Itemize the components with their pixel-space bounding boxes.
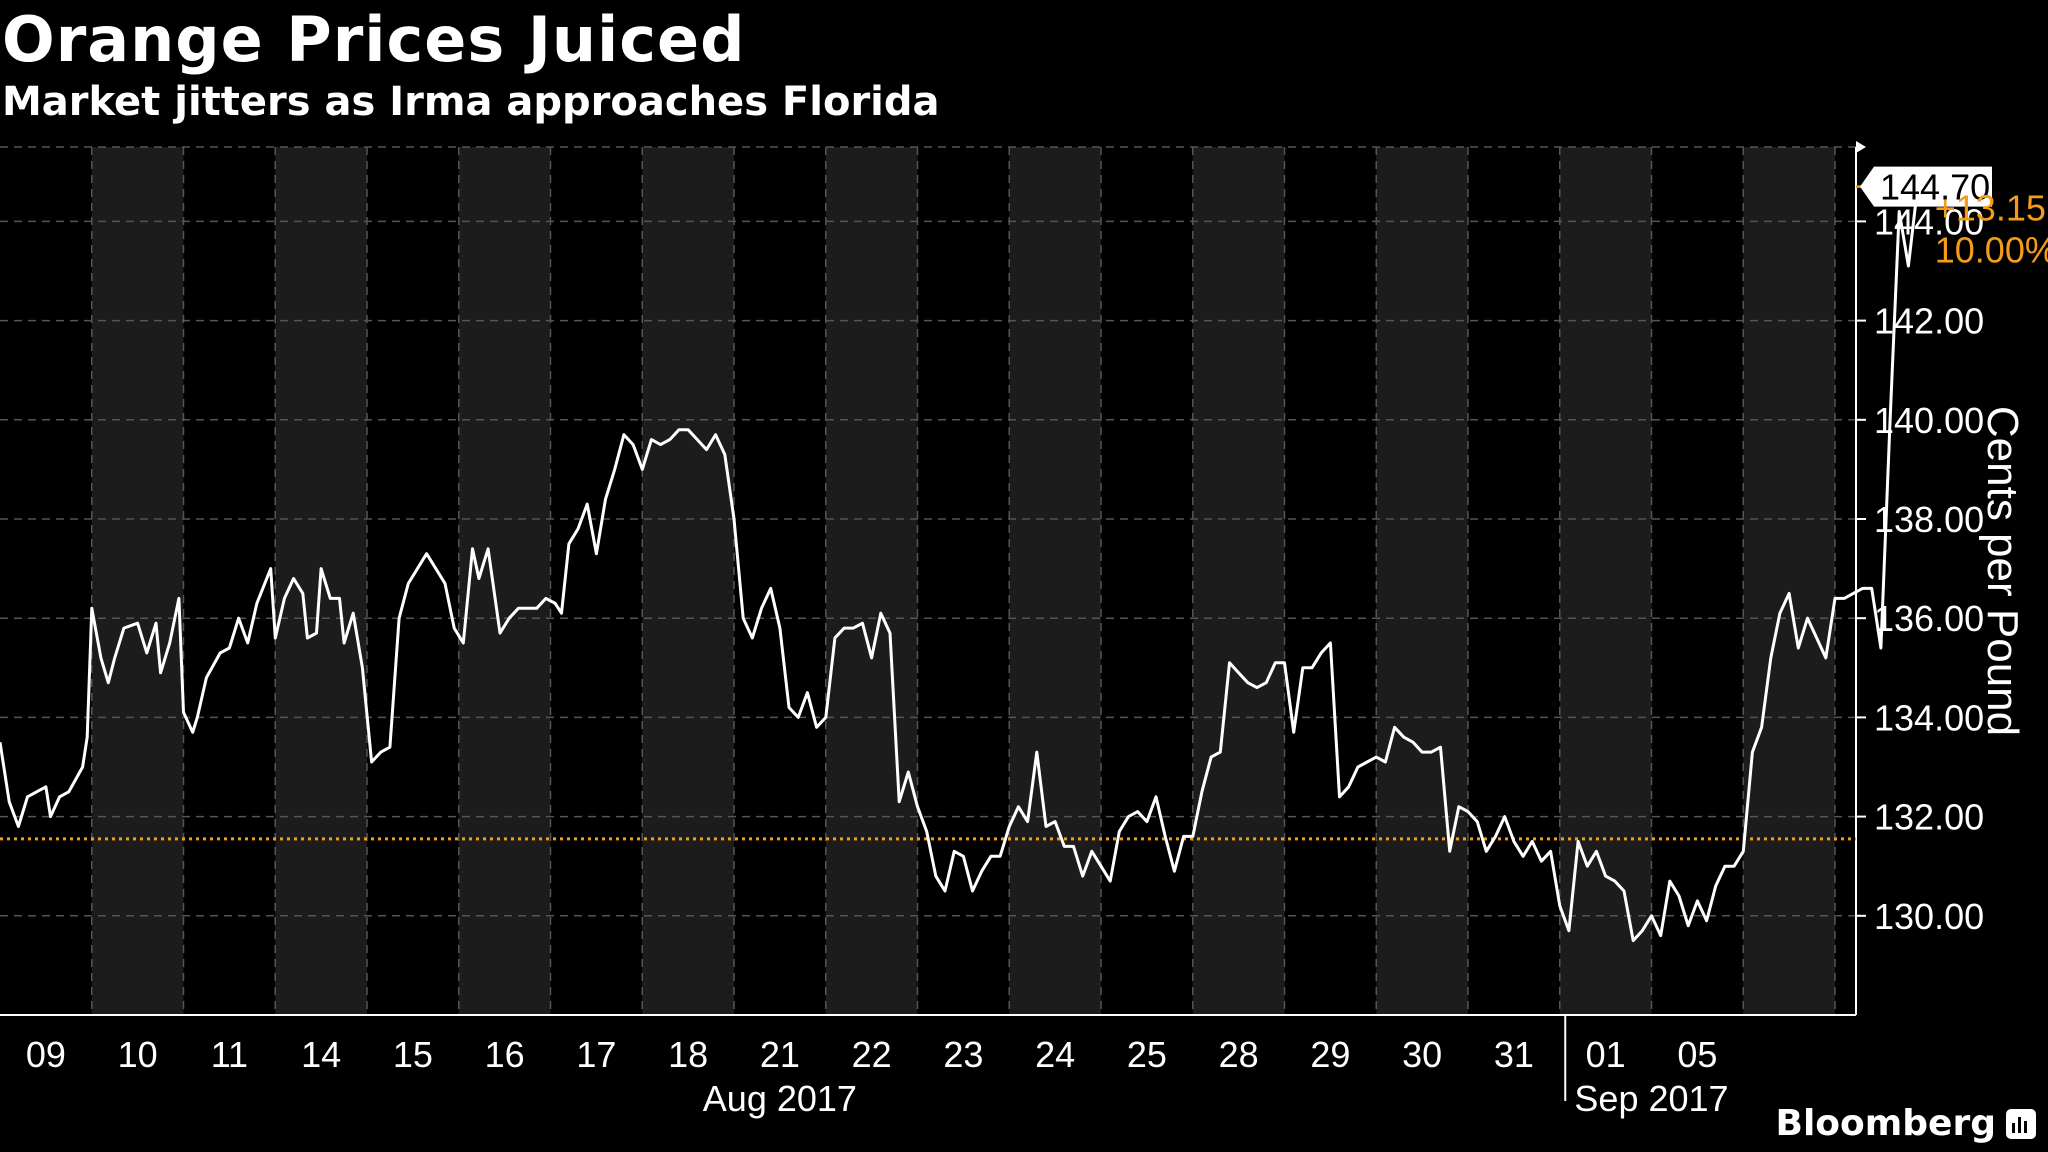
day-band (825, 147, 918, 1015)
x-tick-label: 28 (1219, 1034, 1259, 1075)
y-tick-label: 136.00 (1874, 598, 1984, 639)
month-label-sep: Sep 2017 (1574, 1078, 1728, 1119)
change-pct-label: 10.00% (1935, 230, 2048, 271)
y-tick-label: 132.00 (1874, 797, 1984, 838)
x-tick-label: 16 (485, 1034, 525, 1075)
x-tick-label: 14 (301, 1034, 341, 1075)
x-tick-label: 18 (668, 1034, 708, 1075)
x-tick-label: 31 (1494, 1034, 1534, 1075)
y-tick-label: 144.00 (1874, 201, 1984, 242)
x-tick-label: 22 (852, 1034, 892, 1075)
x-tick-label: 11 (211, 1034, 248, 1075)
x-tick-label: 05 (1677, 1034, 1717, 1075)
x-tick-label: 24 (1035, 1034, 1075, 1075)
y-tick-label: 142.00 (1874, 301, 1984, 342)
y-tick-label: 130.00 (1874, 896, 1984, 937)
x-tick-label: 09 (26, 1034, 66, 1075)
change-label: +13.15 (1935, 188, 2046, 229)
chart-subtitle: Market jitters as Irma approaches Florid… (2, 79, 940, 125)
chart-title: Orange Prices Juiced (2, 3, 746, 76)
day-band (1743, 147, 1835, 1015)
x-tick-label: 01 (1586, 1034, 1626, 1075)
day-band (458, 147, 551, 1015)
x-tick-label: 23 (943, 1034, 983, 1075)
brand-name: Bloomberg (1775, 1103, 1996, 1144)
day-band (1009, 147, 1101, 1015)
x-tick-label: 17 (576, 1034, 616, 1075)
bloomberg-terminal-icon (2006, 1108, 2036, 1139)
last-value-flag (1860, 166, 1992, 207)
month-label-aug: Aug 2017 (703, 1078, 857, 1119)
y-tick-label: 138.00 (1874, 499, 1984, 540)
day-band (1192, 147, 1285, 1015)
x-tick-label: 30 (1402, 1034, 1442, 1075)
x-tick-label: 10 (118, 1034, 158, 1075)
price-line (0, 185, 1927, 943)
last-value-label: 144.70 (1880, 167, 1990, 208)
bloomberg-logo: Bloomberg (1776, 1103, 2036, 1144)
y-tick-label: 134.00 (1874, 697, 1984, 738)
day-band (642, 147, 734, 1015)
day-band (1376, 147, 1468, 1015)
y-tick-label: 140.00 (1874, 400, 1984, 441)
x-tick-label: 15 (393, 1034, 433, 1075)
y-axis-title: Cents per Pound (1978, 406, 2027, 736)
day-band (91, 147, 184, 1015)
y-axis-arrow-icon (1856, 141, 1866, 153)
x-tick-label: 21 (760, 1034, 800, 1075)
x-tick-label: 29 (1310, 1034, 1350, 1075)
x-tick-label: 25 (1127, 1034, 1167, 1075)
